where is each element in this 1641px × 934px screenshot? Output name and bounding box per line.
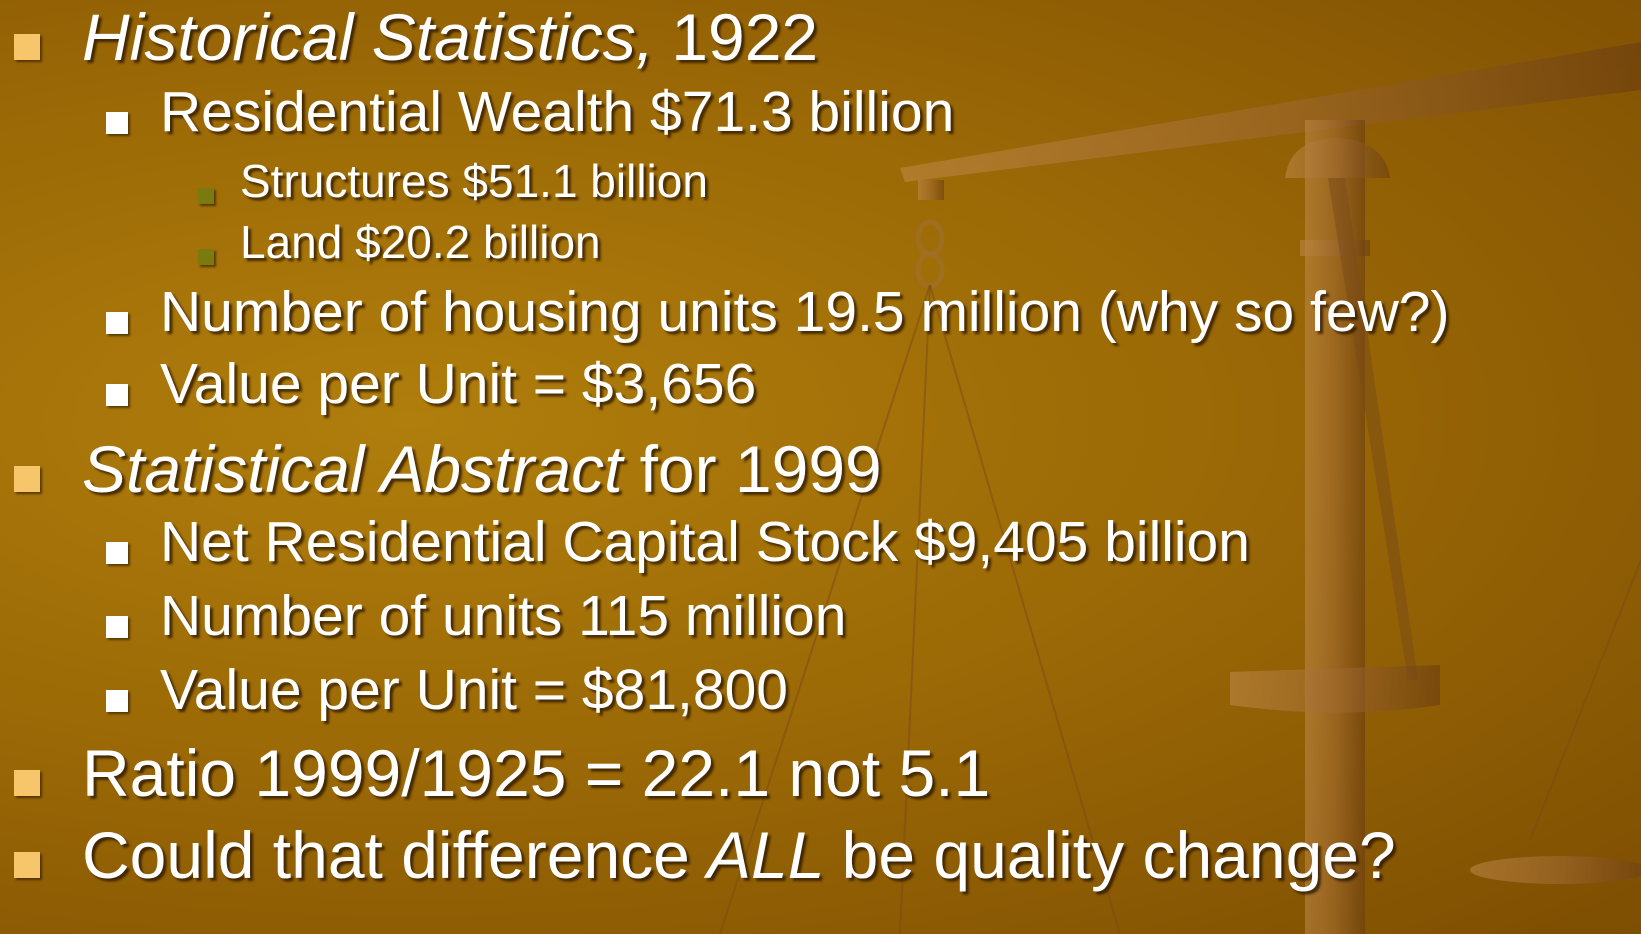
bullet-text: Value per Unit = $3,656 <box>160 356 756 413</box>
text: Number of housing units 19.5 million (wh… <box>160 280 1450 344</box>
italic-text: Historical Statistics, <box>82 0 655 74</box>
text: for 1999 <box>639 432 882 506</box>
bullet-marker <box>14 852 40 878</box>
text: Value per Unit = $81,800 <box>160 658 788 722</box>
bullet-text: Net Residential Capital Stock $9,405 bil… <box>160 514 1250 571</box>
text: be quality change? <box>841 818 1396 892</box>
bullet-marker <box>106 384 128 406</box>
italic-text: Statistical Abstract <box>82 432 623 506</box>
bullet-marker <box>14 466 40 492</box>
text: Residential Wealth $71.3 billion <box>160 80 955 144</box>
bullet-text: Number of housing units 19.5 million (wh… <box>160 284 1449 341</box>
bullet-text: Statistical Abstract for 1999 <box>82 436 882 502</box>
bullet-text: Number of units 115 million <box>160 588 846 645</box>
text: Ratio 1999/1925 = 22.1 not 5.1 <box>82 736 991 810</box>
bullet-marker <box>106 312 128 334</box>
bullet-marker <box>198 188 214 204</box>
text: Could that difference <box>82 818 690 892</box>
bullet-text: Land $20.2 billion <box>240 219 601 265</box>
text: Number of units 115 million <box>160 584 847 648</box>
bullet-text: Value per Unit = $81,800 <box>160 662 788 719</box>
bullet-marker <box>106 616 128 638</box>
bullet-marker <box>14 770 40 796</box>
bullet-text: Historical Statistics, 1922 <box>82 4 818 70</box>
bullet-marker <box>198 249 214 265</box>
bullet-marker <box>106 542 128 564</box>
text: Land $20.2 billion <box>240 216 601 268</box>
bullet-marker <box>106 690 128 712</box>
text: Net Residential Capital Stock $9,405 bil… <box>160 510 1250 574</box>
text: Structures $51.1 billion <box>240 155 708 207</box>
bullet-text: Structures $51.1 billion <box>240 158 708 204</box>
italic-text: ALL <box>707 818 825 892</box>
bullet-marker <box>14 34 40 60</box>
bullet-marker <box>106 112 128 134</box>
text: 1922 <box>671 0 819 74</box>
bullet-text: Could that difference ALL be quality chang… <box>82 822 1396 888</box>
bullet-text: Ratio 1999/1925 = 22.1 not 5.1 <box>82 740 990 806</box>
bullet-text: Residential Wealth $71.3 billion <box>160 84 954 141</box>
text: Value per Unit = $3,656 <box>160 352 757 416</box>
